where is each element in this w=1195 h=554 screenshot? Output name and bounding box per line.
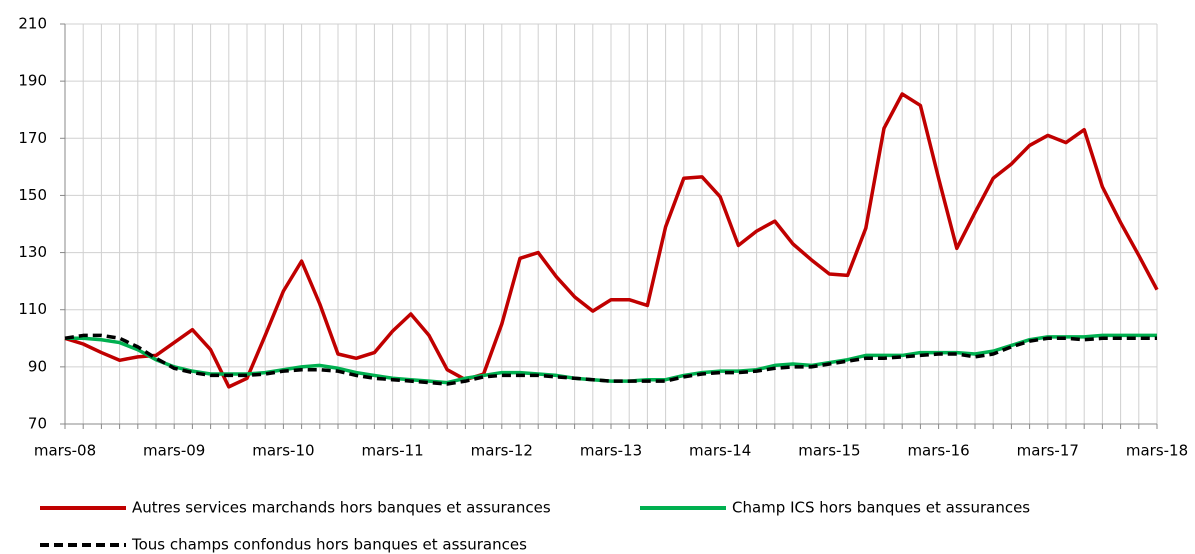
x-tick-label: mars-18 xyxy=(1126,442,1188,460)
x-tick-label: mars-11 xyxy=(361,442,423,460)
legend-label: Tous champs confondus hors banques et as… xyxy=(131,536,527,554)
y-tick-label: 190 xyxy=(18,72,47,90)
y-tick-label: 150 xyxy=(18,186,47,204)
y-tick-label: 130 xyxy=(18,243,47,261)
y-tick-label: 170 xyxy=(18,129,47,147)
series-line xyxy=(64,92,1159,389)
y-tick-label: 70 xyxy=(28,415,47,433)
x-tick-label: mars-12 xyxy=(471,442,533,460)
x-tick-label: mars-15 xyxy=(798,442,860,460)
x-tick-label: mars-17 xyxy=(1017,442,1079,460)
legend-label: Champ ICS hors banques et assurances xyxy=(732,499,1030,517)
x-tick-label: mars-10 xyxy=(252,442,314,460)
series-line xyxy=(64,333,1157,386)
y-tick-label: 210 xyxy=(18,15,47,33)
y-tick-label: 90 xyxy=(28,357,47,375)
x-tick-label: mars-16 xyxy=(907,442,969,460)
x-tick-label: mars-13 xyxy=(580,442,642,460)
x-tick-label: mars-09 xyxy=(143,442,205,460)
x-tick-label: mars-14 xyxy=(689,442,751,460)
legend-label: Autres services marchands hors banques e… xyxy=(132,499,551,517)
y-tick-label: 110 xyxy=(18,300,47,318)
x-tick-label: mars-08 xyxy=(34,442,96,460)
